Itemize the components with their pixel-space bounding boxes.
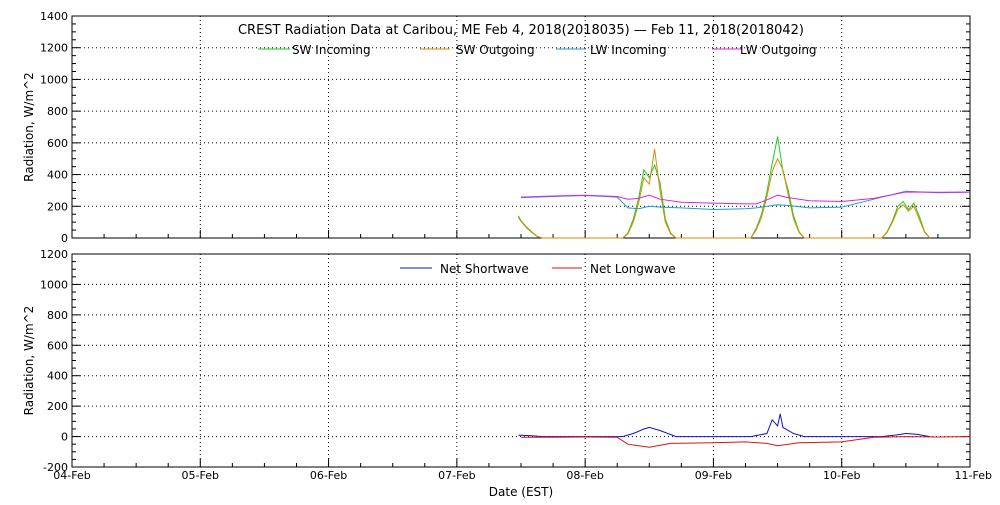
y-tick-label: 1000 [40,278,68,291]
x-tick-label: 05-Feb [182,469,219,482]
legend-label: LW Outgoing [740,43,817,57]
y-tick-label: 1400 [40,10,68,23]
y-tick-label: 0 [61,232,68,245]
y-tick-label: 600 [47,137,68,150]
legend-label: Net Longwave [590,262,676,276]
series-line-net-shortwave [518,413,930,438]
series-line-net-longwave [521,436,971,448]
y-tick-label: 600 [47,339,68,352]
y-tick-label: 200 [47,400,68,413]
x-axis-label: Date (EST) [489,485,553,499]
y-tick-label: 400 [47,370,68,383]
series-line-sw-outgoing [517,149,931,239]
series-line-lw-outgoing [520,191,971,205]
y-tick-label: -200 [43,461,68,474]
legend-label: SW Incoming [292,43,371,57]
x-tick-label: 11-Feb [955,469,992,482]
y-tick-label: 800 [47,309,68,322]
y-tick-label: 1000 [40,73,68,86]
y-tick-label: 1200 [40,248,68,261]
x-tick-label: 08-Feb [566,469,603,482]
y-axis-label: Radiation, W/m^2 [22,306,36,416]
y-tick-label: 400 [47,169,68,182]
y-tick-label: 0 [61,431,68,444]
x-tick-label: 09-Feb [695,469,732,482]
x-tick-label: 06-Feb [310,469,347,482]
x-tick-label: 07-Feb [438,469,475,482]
legend-label: Net Shortwave [440,262,529,276]
series-line-lw-incoming [520,190,971,211]
legend-label: LW Incoming [590,43,667,57]
legend-label: SW Outgoing [456,43,535,57]
y-tick-label: 200 [47,200,68,213]
y-axis-label: Radiation, W/m^2 [22,72,36,182]
y-tick-label: 800 [47,105,68,118]
x-tick-label: 04-Feb [53,469,90,482]
chart-title: CREST Radiation Data at Caribou, ME Feb … [238,23,804,38]
y-tick-label: 1200 [40,42,68,55]
x-tick-label: 10-Feb [823,469,860,482]
